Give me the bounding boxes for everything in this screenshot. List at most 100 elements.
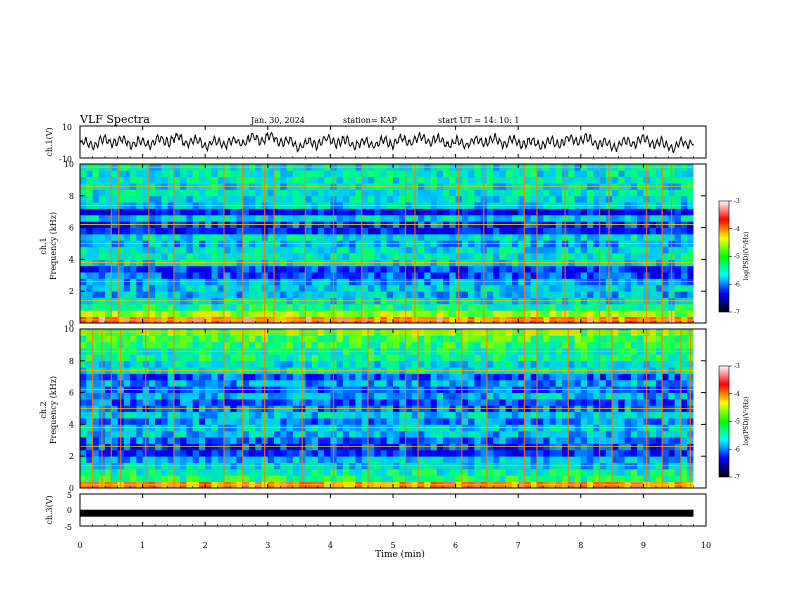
spectrogram-cell <box>342 360 350 368</box>
spectrogram-cell <box>536 170 544 178</box>
spectrogram-cell <box>461 341 469 349</box>
spectrogram-cell <box>317 430 325 438</box>
spectrogram-cell <box>505 360 513 368</box>
spectrogram-cell <box>511 418 519 425</box>
spectrogram-cell <box>599 227 607 235</box>
spectrogram-cell <box>511 246 519 254</box>
spectrogram-cell <box>474 195 482 203</box>
spectrogram-cell <box>580 246 588 254</box>
spectrogram-cell <box>355 291 363 298</box>
spectrogram-cell <box>180 437 187 444</box>
spectrogram-cell <box>680 272 688 279</box>
spectrogram-cell <box>399 341 406 349</box>
spectrogram-cell <box>205 341 212 349</box>
spectrogram-cell <box>405 468 413 476</box>
spectrogram-cell <box>618 437 626 444</box>
spectrogram-cell <box>374 189 381 197</box>
spectrogram-cell <box>474 265 482 273</box>
spectrogram-cell <box>518 468 525 476</box>
spectrogram-cell <box>236 176 244 184</box>
spectrogram-cell <box>449 189 456 197</box>
spectrogram-cell <box>612 468 619 476</box>
spectrogram-cell <box>574 475 582 483</box>
spectrogram-cell <box>562 354 569 362</box>
spectrogram-cell <box>98 303 106 311</box>
spectrogram-cell <box>468 214 475 222</box>
spectrogram-cell <box>267 335 275 343</box>
spectrogram-cell <box>292 291 300 298</box>
spectrogram-cell <box>111 214 118 222</box>
spectrogram-cell <box>305 272 313 279</box>
spectrogram-cell <box>680 360 688 368</box>
spectrogram-cell <box>612 246 619 254</box>
spectrogram-cell <box>649 303 657 311</box>
spectrogram-cell <box>223 170 231 178</box>
spectrogram-cell <box>424 272 431 279</box>
spectrogram-cell <box>418 398 425 406</box>
spectrogram-cell <box>117 176 125 184</box>
spectrogram-cell <box>173 411 181 419</box>
spectrogram-cell <box>555 176 563 184</box>
spectrogram-cell <box>530 418 538 425</box>
spectrogram-cell <box>130 176 137 184</box>
spectrogram-cell <box>399 475 406 483</box>
spectrogram-cell <box>355 418 363 425</box>
spectrogram-cell <box>105 189 112 197</box>
spectrogram-cell <box>299 214 306 222</box>
spectrogram-cell <box>655 449 663 457</box>
spectrogram-cell <box>630 253 638 260</box>
spectrogram-cell <box>92 354 100 362</box>
spectrogram-cell <box>474 392 482 400</box>
spectrogram-cell <box>274 265 281 273</box>
spectrogram-cell <box>662 475 669 483</box>
spectrogram-cell <box>336 456 344 463</box>
spectrogram-cell <box>280 227 287 235</box>
spectrogram-cell <box>136 437 143 444</box>
spectrogram-cell <box>418 170 425 178</box>
spectrogram-cell <box>324 303 331 311</box>
spectrogram-cell <box>92 246 100 254</box>
spectrogram-cell <box>649 341 657 349</box>
spectrogram-cell <box>536 437 544 444</box>
spectrogram-cell <box>236 398 244 406</box>
spectrogram-cell <box>217 468 225 476</box>
spectrogram-cell <box>568 233 575 241</box>
spectrogram-cell <box>593 418 600 425</box>
spectrogram-cell <box>230 208 237 216</box>
spectrogram-cell <box>180 246 187 254</box>
spectrogram-cell <box>449 475 456 483</box>
spectrogram-cell <box>418 246 425 254</box>
spectrogram-cell <box>255 475 262 483</box>
spectrogram-cell <box>436 227 444 235</box>
spectrogram-cell <box>474 437 482 444</box>
spectrogram-cell <box>123 411 131 419</box>
spectrogram-cell <box>524 360 532 368</box>
spectrogram-cell <box>612 373 619 381</box>
spectrogram-cell <box>543 373 550 381</box>
spectrogram-cell <box>536 291 544 298</box>
spectrogram-cell <box>424 449 431 457</box>
spectrogram-cell <box>543 468 550 476</box>
spectrogram-cell <box>86 303 93 311</box>
spectrogram-cell <box>236 253 244 260</box>
spectrogram-cell <box>649 253 657 260</box>
spectrogram-cell <box>173 246 181 254</box>
spectrogram-cell <box>123 195 131 203</box>
spectrogram-cell <box>649 468 657 476</box>
spectrogram-cell <box>662 291 669 298</box>
spectrogram-cell <box>180 398 187 406</box>
spectrogram-cell <box>167 272 175 279</box>
spectrogram-cell <box>461 208 469 216</box>
spectrogram-cell <box>436 437 444 444</box>
spectrogram-cell <box>267 272 275 279</box>
spectrogram-cell <box>349 468 356 476</box>
spectrogram-cell <box>136 411 143 419</box>
spectrogram-cell <box>242 227 250 235</box>
spectrogram-cell <box>223 392 231 400</box>
spectrogram-cell <box>173 418 181 425</box>
spectrogram-cell <box>205 195 212 203</box>
spectrogram-cell <box>299 170 306 178</box>
spectrogram-cell <box>355 335 363 343</box>
spectrogram-cell <box>267 449 275 457</box>
spectrogram-cell <box>543 253 550 260</box>
